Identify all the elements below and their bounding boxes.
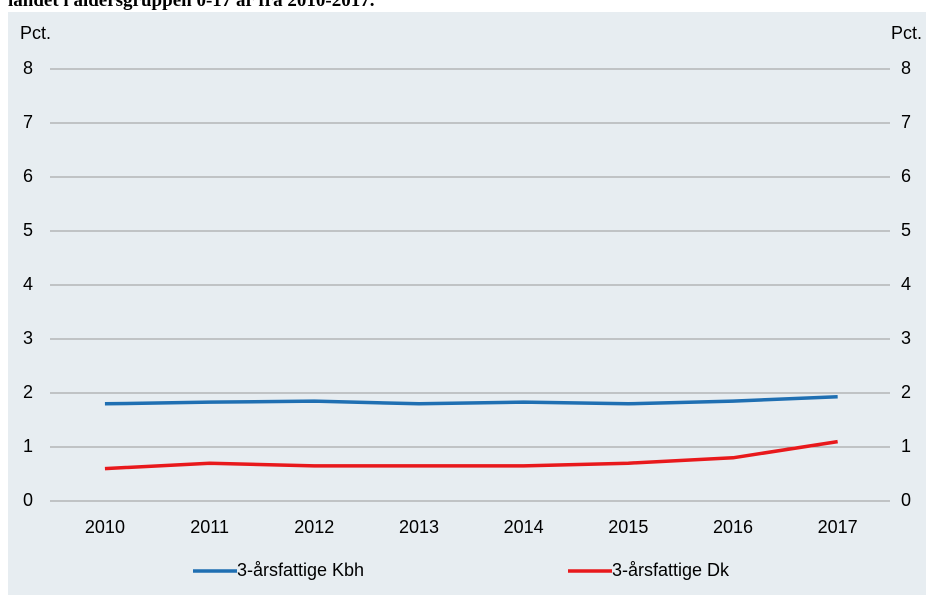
data-line bbox=[104, 439, 838, 471]
y-tick-label: 5 bbox=[23, 220, 33, 240]
chart-background bbox=[8, 12, 926, 595]
y2-tick-label: 3 bbox=[901, 328, 911, 348]
y2-tick-label: 1 bbox=[901, 436, 911, 456]
x-tick-label: 2013 bbox=[399, 517, 439, 537]
y2-tick-label: 6 bbox=[901, 166, 911, 186]
y-axis-label: Pct. bbox=[20, 23, 51, 43]
data-line bbox=[104, 395, 838, 406]
chart-title: landet i aldersgruppen 0-17 år fra 2010-… bbox=[8, 0, 374, 11]
y-tick-label: 3 bbox=[23, 328, 33, 348]
x-tick-label: 2016 bbox=[713, 517, 753, 537]
y-tick-label: 6 bbox=[23, 166, 33, 186]
y-tick-label: 1 bbox=[23, 436, 33, 456]
x-tick-label: 2011 bbox=[190, 517, 229, 537]
legend-label: 3-årsfattige Dk bbox=[612, 560, 730, 580]
y-tick-label: 8 bbox=[23, 58, 33, 78]
y-tick-label: 4 bbox=[23, 274, 33, 294]
y2-tick-label: 5 bbox=[901, 220, 911, 240]
x-tick-label: 2015 bbox=[608, 517, 648, 537]
y2-tick-label: 0 bbox=[901, 490, 911, 510]
y-tick-label: 0 bbox=[23, 490, 33, 510]
y-tick-label: 7 bbox=[23, 112, 33, 132]
y-tick-label: 2 bbox=[23, 382, 33, 402]
x-tick-label: 2010 bbox=[85, 517, 125, 537]
y2-tick-label: 2 bbox=[901, 382, 911, 402]
y2-tick-label: 8 bbox=[901, 58, 911, 78]
x-tick-label: 2017 bbox=[818, 517, 858, 537]
y2-tick-label: 7 bbox=[901, 112, 911, 132]
y2-tick-label: 4 bbox=[901, 274, 911, 294]
x-tick-label: 2014 bbox=[504, 517, 544, 537]
y2-axis-label: Pct. bbox=[891, 23, 922, 43]
x-tick-label: 2012 bbox=[294, 517, 334, 537]
legend-label: 3-årsfattige Kbh bbox=[237, 560, 364, 580]
